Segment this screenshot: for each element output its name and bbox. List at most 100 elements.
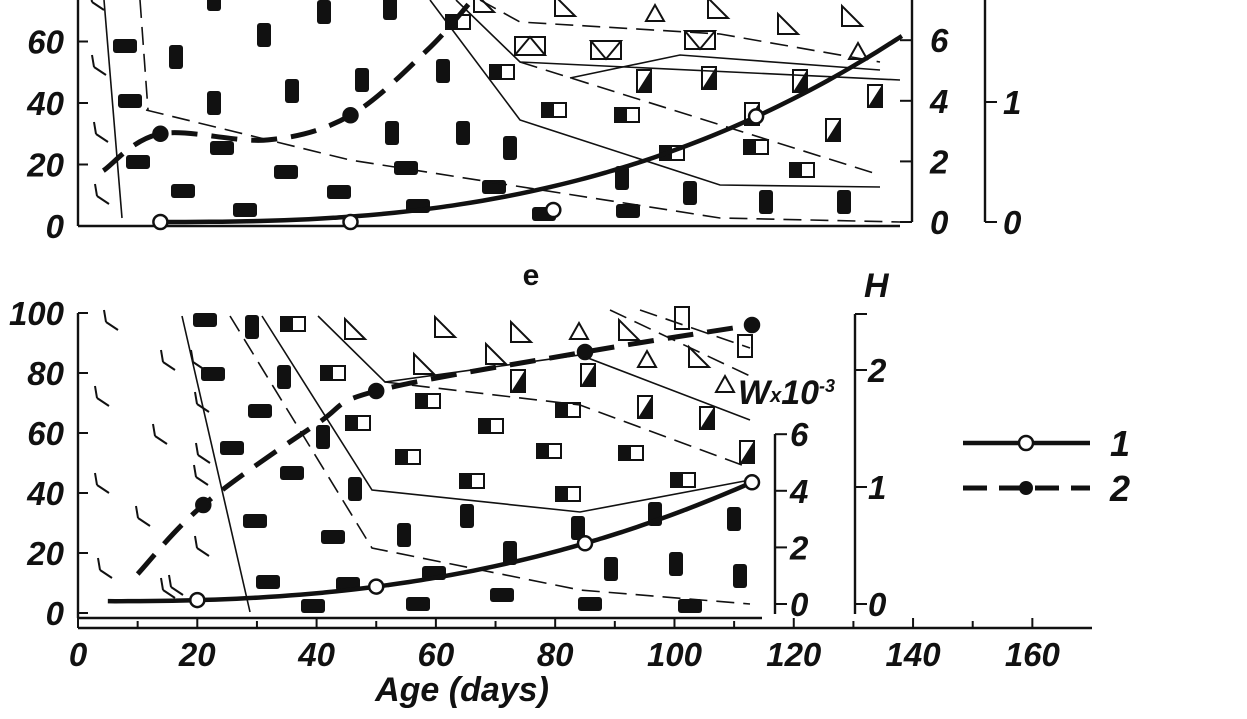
e-left-tick-label: 80 <box>27 355 64 392</box>
upper-series-2-point <box>342 107 359 124</box>
black-rect-symbol <box>316 425 330 449</box>
black-rect-symbol <box>171 184 195 198</box>
e-series-2-point <box>743 316 761 334</box>
half-rect-symbol <box>395 449 421 465</box>
upper-category-boundaries <box>103 0 901 223</box>
half-rect-symbol <box>670 472 696 488</box>
legend: 1 2 <box>963 423 1130 509</box>
triangle-rect-symbol <box>682 30 718 51</box>
e-w-tick-label: 0 <box>790 586 809 623</box>
diag-rect-symbol <box>637 395 653 419</box>
angle-symbol <box>93 121 109 143</box>
triangle-rect-symbol <box>512 35 548 56</box>
black-rect-symbol <box>616 204 640 218</box>
black-rect-symbol <box>126 155 150 169</box>
half-rect-symbol <box>789 162 815 178</box>
upper-left-ticks: 0 20 40 60 <box>26 24 88 245</box>
upper-left-tick-label: 60 <box>27 24 64 61</box>
half-rect-symbol <box>555 402 581 418</box>
w-axis-label: Wx10-3 <box>738 374 835 412</box>
black-rect-symbol <box>193 313 217 327</box>
diag-rect-symbol <box>701 66 717 90</box>
e-left-tick-label: 100 <box>9 295 65 332</box>
upper-h-tick-label: 1 <box>1003 84 1021 121</box>
black-rect-symbol <box>285 79 299 103</box>
e-left-tick-label: 40 <box>26 475 64 512</box>
angle-symbol <box>195 442 211 464</box>
black-rect-symbol <box>436 59 450 83</box>
e-x-tick-label: 140 <box>886 636 942 673</box>
upper-category-symbols <box>90 0 883 221</box>
triangle-symbol <box>847 40 869 60</box>
angle-symbol <box>160 349 176 371</box>
diag-rect-symbol <box>580 363 596 387</box>
flag-symbol <box>434 314 458 338</box>
e-left-tick-label: 0 <box>46 595 65 632</box>
black-rect-symbol <box>277 365 291 389</box>
angle-symbol <box>160 577 176 599</box>
diag-rect-symbol <box>699 406 715 430</box>
flag-symbol <box>688 344 712 368</box>
black-rect-symbol <box>248 404 272 418</box>
black-rect-symbol <box>243 514 267 528</box>
black-rect-symbol <box>727 507 741 531</box>
legend-label-2: 2 <box>1109 468 1130 509</box>
black-rect-symbol <box>245 315 259 339</box>
e-x-tick-label: 60 <box>418 636 455 673</box>
black-rect-symbol <box>578 597 602 611</box>
black-rect-symbol <box>733 564 747 588</box>
black-rect-symbol <box>503 541 517 565</box>
e-w-tick-label: 2 <box>789 529 809 566</box>
black-rect-symbol <box>604 557 618 581</box>
h-axis-label: H <box>864 267 890 305</box>
flag-symbol <box>554 0 578 17</box>
black-rect-symbol <box>383 0 397 20</box>
black-rect-symbol <box>301 599 325 613</box>
flag-symbol <box>485 341 509 365</box>
black-rect-symbol <box>257 23 271 47</box>
black-rect-symbol <box>683 181 697 205</box>
e-x-tick-label: 120 <box>766 636 822 673</box>
black-rect-symbol <box>348 477 362 501</box>
angle-symbol <box>194 535 210 557</box>
black-rect-symbol <box>118 94 142 108</box>
half-rect-symbol <box>345 415 371 431</box>
e-x-tick-label: 20 <box>178 636 216 673</box>
flag-symbol <box>413 351 437 375</box>
half-rect-symbol <box>618 445 644 461</box>
black-rect-symbol <box>280 466 304 480</box>
angle-symbol <box>103 309 119 331</box>
e-left-tick-label: 20 <box>26 535 64 572</box>
half-rect-symbol <box>459 473 485 489</box>
black-rect-symbol <box>397 523 411 547</box>
e-h-tick-label: 1 <box>868 469 886 506</box>
triangle-rect-symbol <box>588 40 624 61</box>
black-rect-symbol <box>256 575 280 589</box>
open-rect-symbol <box>674 306 690 330</box>
black-rect-symbol <box>490 588 514 602</box>
e-h-tick-label: 2 <box>867 352 887 389</box>
triangle-symbol <box>644 2 666 22</box>
e-w-tick-label: 6 <box>790 416 809 453</box>
upper-series-1-line <box>160 34 904 225</box>
e-category-symbols <box>94 306 755 613</box>
upper-left-tick-label: 40 <box>26 85 64 122</box>
black-rect-symbol <box>355 68 369 92</box>
e-series-1-line <box>107 480 753 604</box>
black-rect-symbol <box>759 190 773 214</box>
e-x-tick-label: 100 <box>647 636 703 673</box>
flag-symbol <box>707 0 731 19</box>
upper-w-tick-label: 0 <box>930 204 949 241</box>
half-rect-symbol <box>555 486 581 502</box>
black-rect-symbol <box>207 0 221 11</box>
e-h-tick-label: 0 <box>868 586 887 623</box>
triangle-symbol <box>568 320 590 340</box>
e-series-1-point <box>743 474 761 491</box>
angle-symbol <box>90 0 105 11</box>
upper-w-axis: 0 2 4 6 <box>900 0 949 241</box>
e-series-2-point <box>576 343 594 361</box>
diag-rect-symbol <box>636 69 652 93</box>
angle-symbol <box>94 385 110 407</box>
black-rect-symbol <box>406 597 430 611</box>
upper-series-markers <box>152 107 765 231</box>
